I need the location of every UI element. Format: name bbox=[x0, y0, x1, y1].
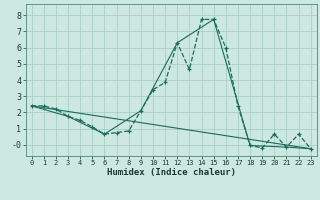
X-axis label: Humidex (Indice chaleur): Humidex (Indice chaleur) bbox=[107, 168, 236, 177]
